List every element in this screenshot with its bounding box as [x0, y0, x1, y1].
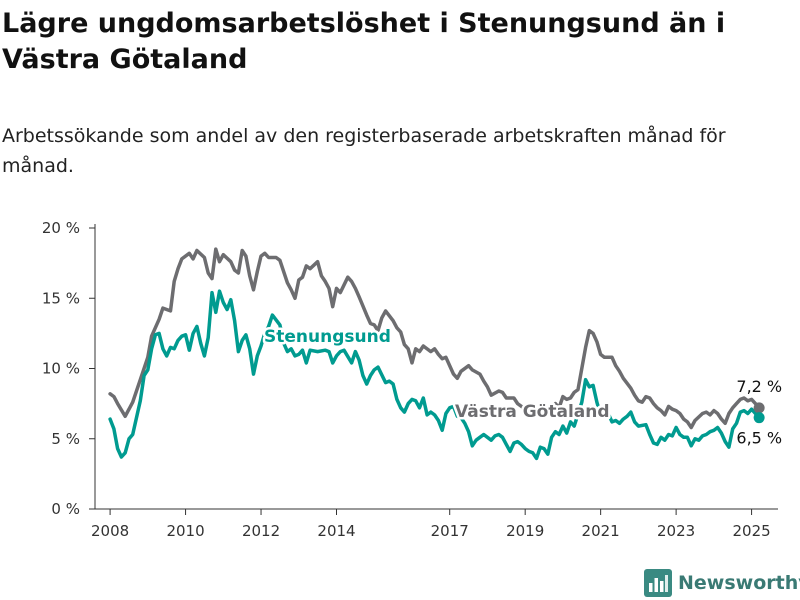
- x-tick-label: 2021: [582, 522, 620, 540]
- x-tick-label: 2010: [166, 522, 204, 540]
- series-label-vastra-gotaland: Västra Götaland: [455, 402, 610, 422]
- endpoint-marker-stenungsund: [753, 412, 765, 424]
- x-tick-label: 2012: [242, 522, 280, 540]
- chart-title: Lägre ungdomsarbetslöshet i Stenungsund …: [2, 8, 726, 75]
- y-tick-label: 10 %: [42, 360, 80, 378]
- y-tick-label: 15 %: [42, 289, 80, 307]
- newsworthy-logo: Newsworthy: [644, 568, 800, 598]
- x-tick-label: 2017: [431, 522, 469, 540]
- y-tick-label: 5 %: [51, 430, 80, 448]
- bar-chart-logo-icon: [644, 569, 672, 597]
- chart-subtitle: Arbetssökande som andel av den registerb…: [2, 125, 726, 177]
- x-tick-label: 2008: [91, 522, 129, 540]
- x-tick-label: 2019: [506, 522, 544, 540]
- series-line-vastra-gotaland: [108, 247, 761, 430]
- series-line-stenungsund: [108, 289, 761, 461]
- x-tick-label: 2023: [657, 522, 695, 540]
- y-tick-label: 20 %: [42, 219, 80, 237]
- end-label-vastra-gotaland: 7,2 %: [736, 377, 782, 396]
- x-tick-label: 2025: [732, 522, 770, 540]
- series-label-stenungsund: Stenungsund: [264, 327, 391, 347]
- x-tick-label: 2014: [317, 522, 355, 540]
- end-label-stenungsund: 6,5 %: [736, 429, 782, 448]
- brand-name: Newsworthy: [678, 572, 800, 594]
- endpoint-marker-vastra-gotaland: [753, 402, 765, 414]
- y-tick-label: 0 %: [51, 500, 80, 518]
